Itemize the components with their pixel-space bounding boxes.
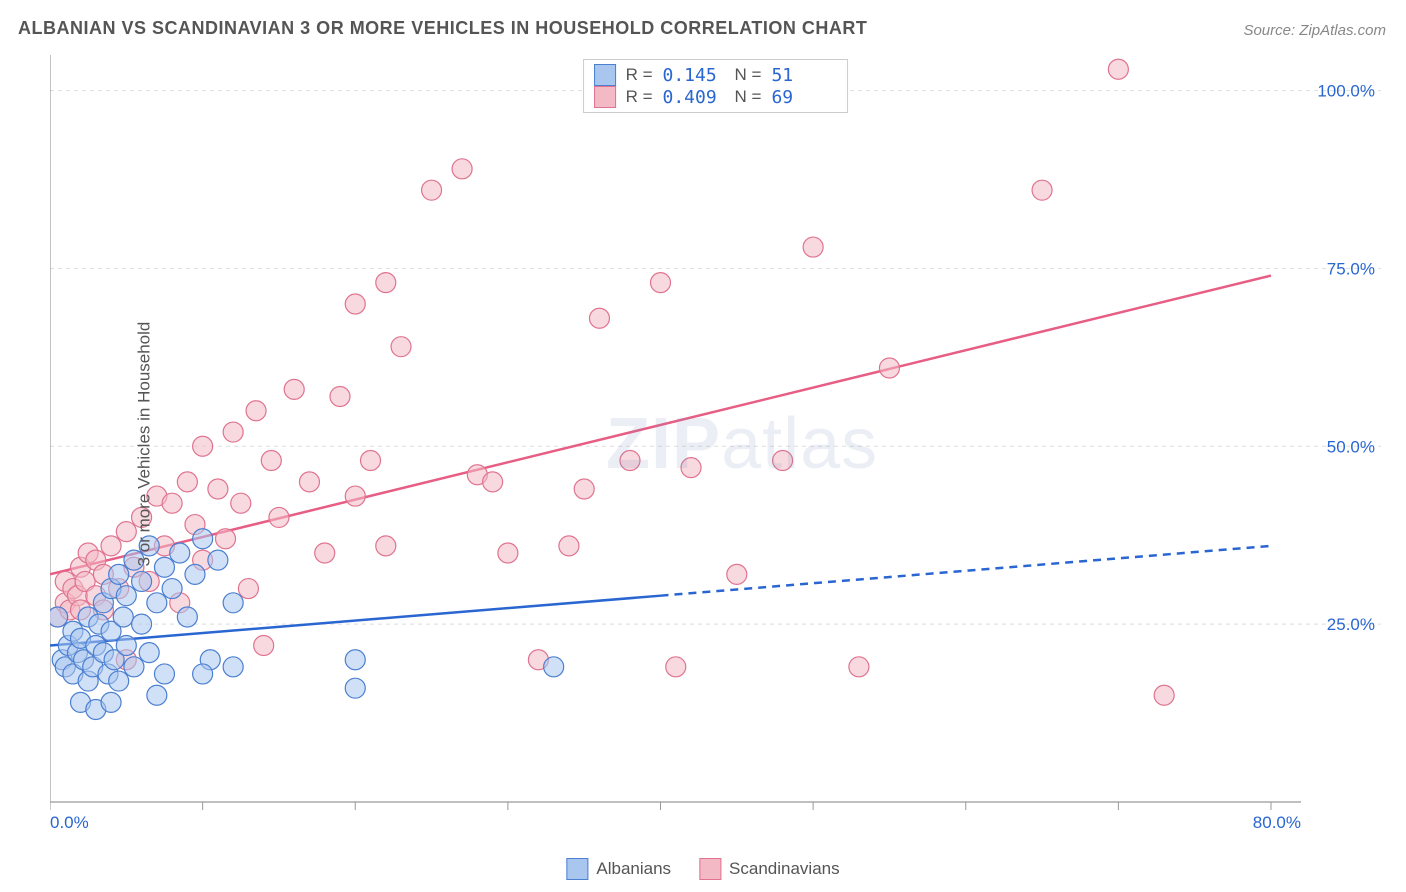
page-title: ALBANIAN VS SCANDINAVIAN 3 OR MORE VEHIC… <box>18 18 867 39</box>
legend-row-albanians: R = 0.145 N = 51 <box>594 64 834 86</box>
legend-swatch-albanians <box>566 858 588 880</box>
legend-item-albanians: Albanians <box>566 858 671 880</box>
legend-row-scandinavians: R = 0.409 N = 69 <box>594 86 834 108</box>
source-attribution: Source: ZipAtlas.com <box>1243 22 1386 39</box>
legend-swatch-albanians <box>594 64 616 86</box>
svg-text:25.0%: 25.0% <box>1327 615 1375 634</box>
legend-r-value-albanians: 0.145 <box>663 65 725 86</box>
svg-text:80.0%: 80.0% <box>1253 813 1301 832</box>
legend-n-label: N = <box>735 87 762 107</box>
chart-canvas: 25.0% 50.0% 75.0% 100.0% 0.0% 80.0% <box>50 55 1381 832</box>
legend-item-scandinavians: Scandinavians <box>699 858 840 880</box>
legend-stats: R = 0.145 N = 51 R = 0.409 N = 69 <box>583 59 849 113</box>
y-axis-label: 3 or more Vehicles in Household <box>134 321 154 566</box>
legend-r-label: R = <box>626 87 653 107</box>
legend-series: Albanians Scandinavians <box>566 858 839 880</box>
legend-r-label: R = <box>626 65 653 85</box>
svg-text:0.0%: 0.0% <box>50 813 89 832</box>
legend-n-value-albanians: 51 <box>771 65 833 86</box>
svg-text:50.0%: 50.0% <box>1327 437 1375 456</box>
legend-label-albanians: Albanians <box>596 859 671 879</box>
legend-r-value-scandinavians: 0.409 <box>663 87 725 108</box>
legend-swatch-scandinavians <box>594 86 616 108</box>
svg-text:75.0%: 75.0% <box>1327 259 1375 278</box>
scatter-chart: 3 or more Vehicles in Household ZIPatlas… <box>50 55 1381 832</box>
legend-swatch-scandinavians <box>699 858 721 880</box>
legend-n-label: N = <box>735 65 762 85</box>
legend-label-scandinavians: Scandinavians <box>729 859 840 879</box>
legend-n-value-scandinavians: 69 <box>771 87 833 108</box>
svg-text:100.0%: 100.0% <box>1317 82 1375 101</box>
